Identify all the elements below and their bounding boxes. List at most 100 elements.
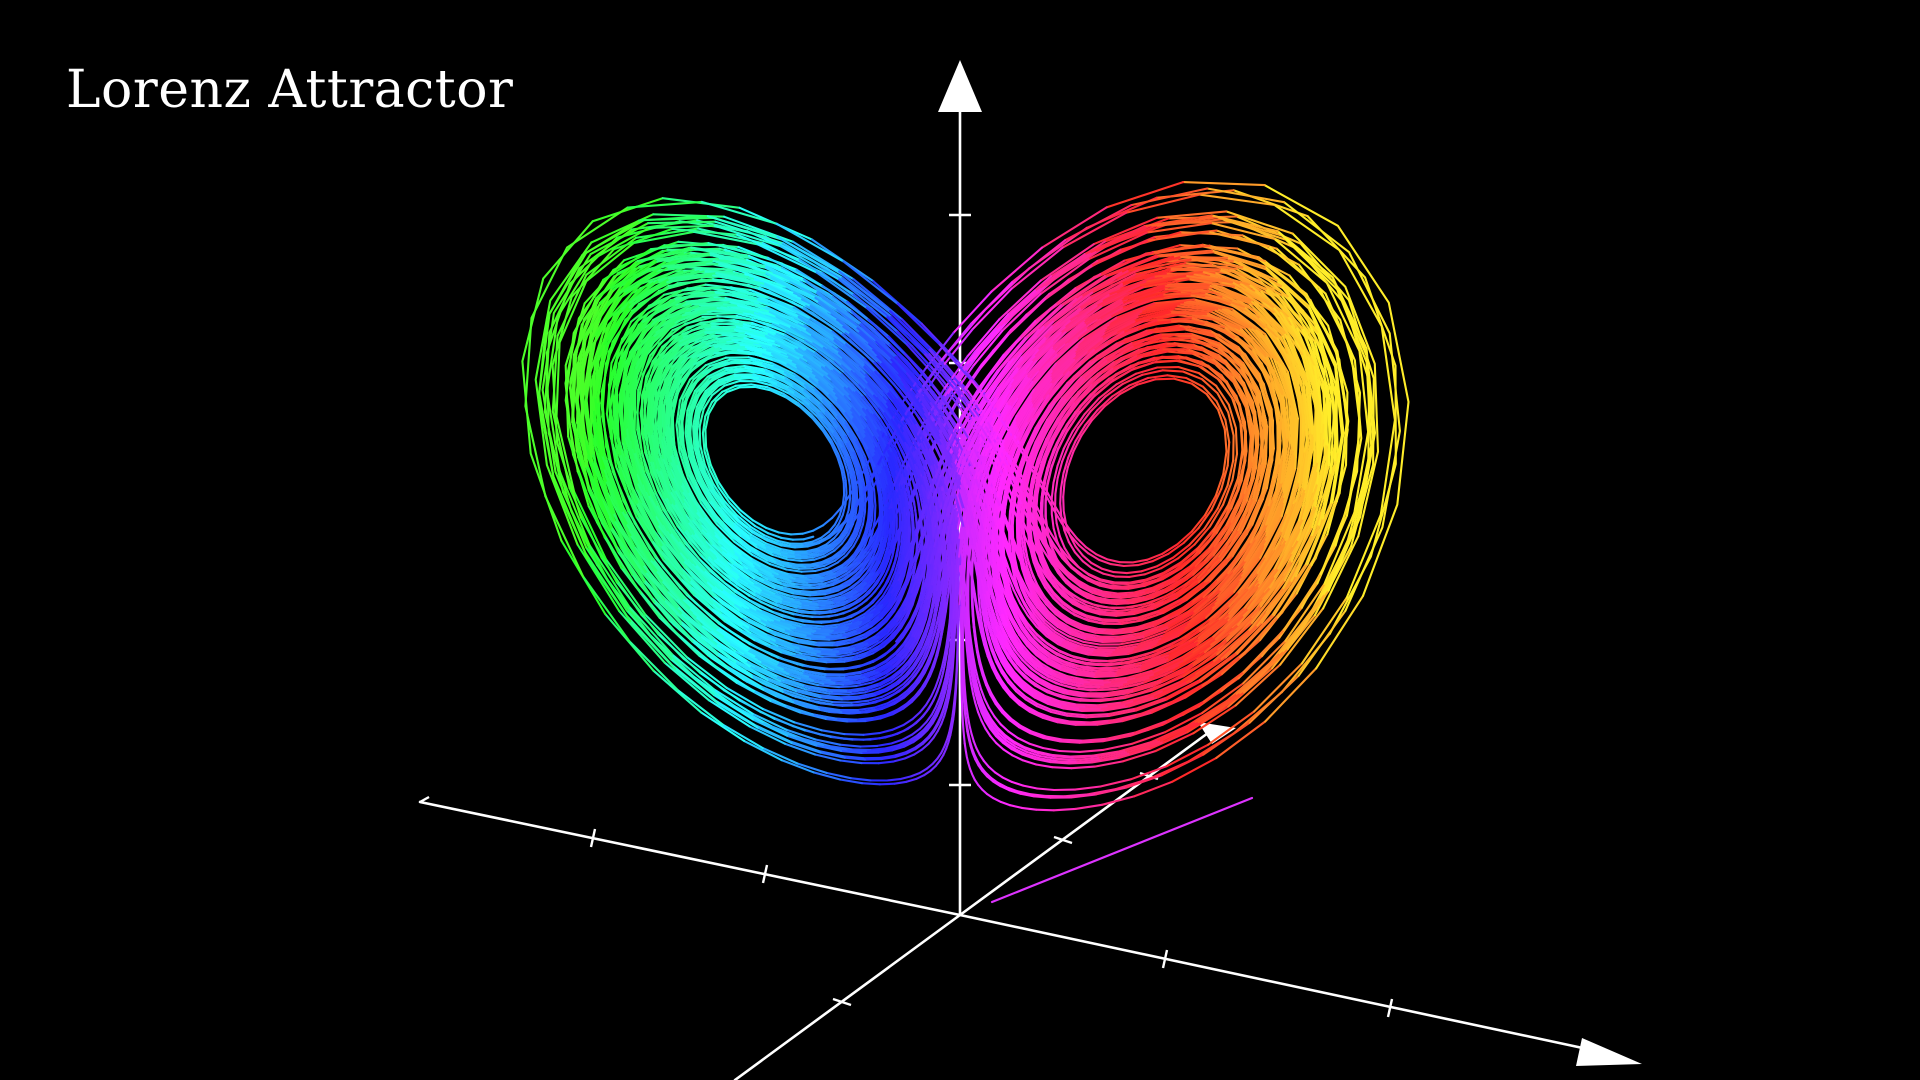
trajectory-segment-14 <box>721 384 737 393</box>
trajectory-segment-3125 <box>970 732 975 743</box>
trajectory-segment-3133 <box>1010 780 1025 787</box>
trajectory-segment-1546 <box>946 568 951 587</box>
trajectory-segment-524 <box>839 759 863 765</box>
trajectory-segment-1998 <box>587 483 618 548</box>
y-axis-depth-tick-1 <box>1053 835 1073 845</box>
trajectory-segment-2003 <box>694 248 754 260</box>
trajectory-segment-2711 <box>794 736 825 747</box>
trajectory-segment-56 <box>843 518 851 531</box>
trajectory-segment-2706 <box>894 742 908 749</box>
trajectory-segment-1445 <box>788 628 812 635</box>
y-axis-front <box>733 913 962 1080</box>
trajectory-segment-9 <box>709 468 720 489</box>
trajectory-segment-526 <box>783 742 817 756</box>
trajectory-segment-2579 <box>1325 281 1370 514</box>
trajectory-segment-2985 <box>1083 678 1106 682</box>
trajectory-segment-1254 <box>997 609 1005 625</box>
trajectory-segment-4859 <box>1264 425 1269 466</box>
trajectory-segment-833 <box>895 673 907 684</box>
trajectory-segment-536 <box>792 240 855 281</box>
trajectory-segment-2267 <box>551 273 588 490</box>
trajectory-segment-21 <box>821 426 833 442</box>
x-axis-right <box>958 913 1594 1052</box>
trajectory-segment-3128 <box>978 753 985 763</box>
trajectory-segment-534 <box>652 213 726 218</box>
trajectory-segment-4801 <box>1155 359 1181 363</box>
trajectory-segment-1374 <box>1005 715 1016 725</box>
trajectory-segment-13 <box>710 390 724 404</box>
trajectory-segment-1478 <box>883 669 896 679</box>
trajectory-segment-942 <box>818 583 835 590</box>
trajectory-segment-2885 <box>820 729 846 736</box>
trajectory-segment-2581 <box>1210 222 1276 240</box>
trajectory-segment-2599 <box>832 584 848 592</box>
trajectory-segment-2737 <box>1083 585 1099 593</box>
trajectory-segment-2029 <box>1190 594 1220 619</box>
trajectory-segment-3135 <box>1036 787 1056 792</box>
trajectory-segment-11 <box>701 415 707 453</box>
trajectory-segment-4291 <box>1009 804 1023 809</box>
trajectory-segment-1812 <box>922 721 931 731</box>
trajectory-segment-1475 <box>909 641 918 655</box>
trajectory-segment-1820 <box>801 737 831 748</box>
trajectory-segment-1991 <box>816 705 841 712</box>
trajectory-segment-2021 <box>1043 619 1057 631</box>
trajectory-segment-4727 <box>1132 558 1149 564</box>
trajectory-segment-2022 <box>1054 628 1070 638</box>
trajectory-segment-1443 <box>827 630 846 636</box>
trajectory-segment-2391 <box>984 719 992 730</box>
trajectory-segment-4300 <box>1264 667 1318 723</box>
trajectory-segment-2004 <box>751 257 808 284</box>
trajectory-segment-4215 <box>828 692 850 696</box>
trajectory-segment-3998 <box>1080 684 1103 689</box>
trajectory-segment-2580 <box>1273 237 1328 285</box>
trajectory-segment-4168 <box>906 508 911 528</box>
trajectory-segment-831 <box>911 655 921 667</box>
trajectory-segment-1225 <box>798 677 825 685</box>
trajectory-segment-1466 <box>918 470 927 493</box>
trajectory-segment-1003 <box>892 587 901 602</box>
trajectory-segment-2570 <box>1058 749 1081 753</box>
trajectory-segment-2523 <box>892 626 903 639</box>
trajectory-segment-2562 <box>983 697 991 710</box>
trajectory-segment-4756 <box>1100 567 1115 574</box>
trajectory-segment-4864 <box>1159 332 1193 336</box>
trajectory-segment-3137 <box>1074 785 1102 791</box>
trajectory-segment-554 <box>1128 578 1147 584</box>
trajectory-segment-1811 <box>928 714 936 724</box>
trajectory-segment-1999 <box>572 416 590 486</box>
trajectory-segment-4819 <box>1104 595 1122 599</box>
trajectory-segment-2040 <box>1102 316 1139 335</box>
trajectory-segment-2587 <box>950 365 975 400</box>
trajectory-segment-1487 <box>665 589 703 627</box>
trajectory-segment-4697 <box>860 782 881 786</box>
trajectory-segment-1995 <box>688 636 728 668</box>
trajectory-segment-4725 <box>1106 558 1121 564</box>
trajectory-segment-59 <box>821 544 833 552</box>
trajectory-segment-841 <box>731 657 766 678</box>
trajectory-segment-4757 <box>1112 571 1128 575</box>
trajectory-segment-1948 <box>1071 679 1092 685</box>
x-axis-left-tick-2 <box>589 828 597 848</box>
trajectory-segment-1944 <box>1022 650 1035 662</box>
trajectory-segment-1486 <box>700 624 737 652</box>
trajectory-segment-2525 <box>871 645 886 655</box>
trajectory-segment-1 <box>802 535 815 541</box>
trajectory-segment-4694 <box>905 777 918 783</box>
trajectory-segment-2707 <box>881 746 897 752</box>
trajectory-segment-1483 <box>792 678 820 687</box>
trajectory-segment-2024 <box>1082 640 1102 646</box>
trajectory-segment-4321 <box>777 531 793 536</box>
trajectory-segment-1985 <box>906 681 916 692</box>
trajectory-segment-4178 <box>823 634 843 639</box>
trajectory-segment-2569 <box>1041 746 1061 753</box>
trajectory-segment-2526 <box>858 652 875 660</box>
trajectory-segment-2567 <box>1016 736 1031 745</box>
trajectory-segment-1813 <box>915 728 926 737</box>
trajectory-segment-2880 <box>902 718 914 727</box>
trajectory-segment-538 <box>901 318 941 359</box>
trajectory-segment-2841 <box>1093 675 1118 678</box>
trajectory-segment-2028 <box>1164 616 1193 633</box>
trajectory-segment-1947 <box>1056 674 1074 682</box>
